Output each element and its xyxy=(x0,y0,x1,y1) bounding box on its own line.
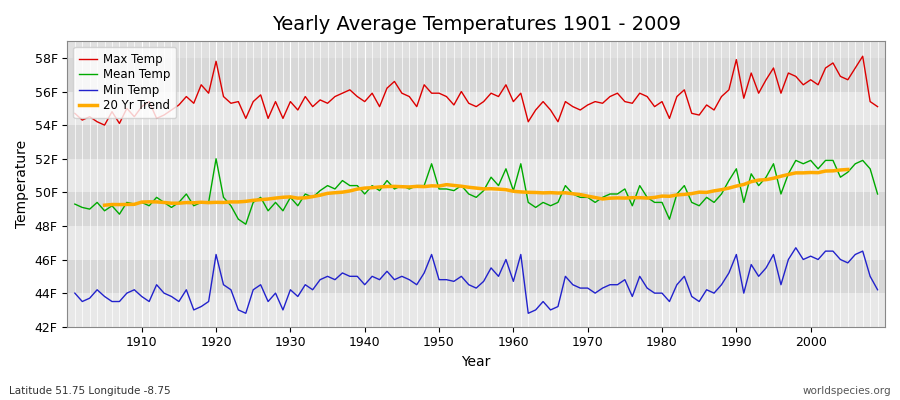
Mean Temp xyxy=(872,192,883,196)
Bar xyxy=(68,260,885,293)
20 Yr Trend xyxy=(657,194,668,198)
Line: Mean Temp: Mean Temp xyxy=(75,159,878,224)
Mean Temp xyxy=(307,195,318,200)
Bar xyxy=(68,226,885,260)
Line: Max Temp: Max Temp xyxy=(75,56,878,125)
20 Yr Trend xyxy=(441,182,452,187)
20 Yr Trend xyxy=(151,200,162,204)
Mean Temp xyxy=(612,192,623,196)
X-axis label: Year: Year xyxy=(462,355,490,369)
Title: Yearly Average Temperatures 1901 - 2009: Yearly Average Temperatures 1901 - 2009 xyxy=(272,15,680,34)
Max Temp xyxy=(300,94,310,99)
Min Temp xyxy=(129,287,140,292)
Max Temp xyxy=(69,111,80,116)
Legend: Max Temp, Mean Temp, Min Temp, 20 Yr Trend: Max Temp, Mean Temp, Min Temp, 20 Yr Tre… xyxy=(73,47,176,118)
Max Temp xyxy=(99,123,110,128)
Mean Temp xyxy=(69,202,80,206)
Mean Temp xyxy=(516,161,526,166)
Min Temp xyxy=(300,282,310,287)
20 Yr Trend xyxy=(545,190,556,195)
Y-axis label: Temperature: Temperature xyxy=(15,140,29,228)
Bar xyxy=(68,192,885,226)
Max Temp xyxy=(508,99,518,104)
Min Temp xyxy=(69,291,80,296)
Max Temp xyxy=(872,104,883,109)
20 Yr Trend xyxy=(99,203,110,208)
Bar xyxy=(68,125,885,159)
20 Yr Trend xyxy=(619,196,630,200)
Line: 20 Yr Trend: 20 Yr Trend xyxy=(104,170,848,205)
Min Temp xyxy=(872,287,883,292)
Min Temp xyxy=(605,282,616,287)
Min Temp xyxy=(240,311,251,316)
20 Yr Trend xyxy=(285,194,296,199)
Min Temp xyxy=(345,274,356,279)
Line: Min Temp: Min Temp xyxy=(75,248,878,313)
Min Temp xyxy=(790,245,801,250)
Text: worldspecies.org: worldspecies.org xyxy=(803,386,891,396)
20 Yr Trend xyxy=(842,167,853,172)
Mean Temp xyxy=(352,183,363,188)
Mean Temp xyxy=(129,202,140,206)
Mean Temp xyxy=(240,222,251,227)
Max Temp xyxy=(516,91,526,96)
Min Temp xyxy=(508,279,518,284)
Text: Latitude 51.75 Longitude -8.75: Latitude 51.75 Longitude -8.75 xyxy=(9,386,171,396)
Bar xyxy=(68,58,885,92)
Min Temp xyxy=(516,252,526,257)
Bar xyxy=(68,92,885,125)
Max Temp xyxy=(136,104,147,109)
Max Temp xyxy=(345,88,356,92)
Max Temp xyxy=(858,54,868,59)
Bar xyxy=(68,159,885,192)
Max Temp xyxy=(605,94,616,99)
Mean Temp xyxy=(211,156,221,161)
Mean Temp xyxy=(523,200,534,205)
Bar xyxy=(68,293,885,327)
